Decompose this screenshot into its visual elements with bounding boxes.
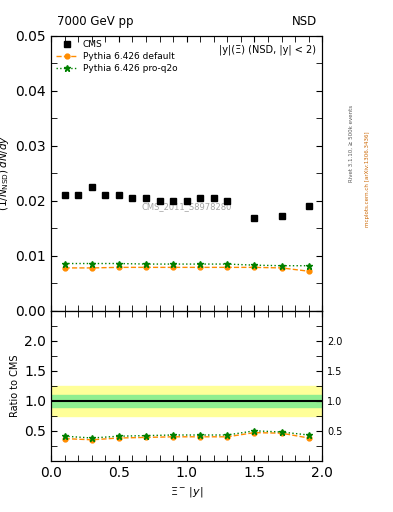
X-axis label: $\Xi^-\,|y|$: $\Xi^-\,|y|$ — [170, 485, 203, 499]
CMS — [306, 203, 311, 209]
Line: Pythia 6.426 pro-q2o: Pythia 6.426 pro-q2o — [61, 260, 312, 269]
Pythia 6.426 default — [306, 268, 311, 274]
Pythia 6.426 default — [252, 264, 257, 270]
CMS — [225, 198, 230, 204]
CMS — [171, 198, 175, 204]
Y-axis label: $(1/N_\mathrm{NSD})\,dN/dy$: $(1/N_\mathrm{NSD})\,dN/dy$ — [0, 135, 11, 211]
CMS — [157, 198, 162, 204]
Bar — [51, 395, 322, 407]
Pythia 6.426 pro-q2o — [279, 263, 284, 269]
CMS — [279, 213, 284, 219]
Pythia 6.426 pro-q2o — [62, 261, 67, 267]
CMS — [76, 192, 81, 198]
Line: CMS: CMS — [62, 184, 312, 221]
CMS — [62, 192, 67, 198]
CMS — [90, 184, 94, 190]
CMS — [103, 192, 108, 198]
Pythia 6.426 pro-q2o — [198, 261, 203, 267]
Text: Rivet 3.1.10, ≥ 500k events: Rivet 3.1.10, ≥ 500k events — [349, 105, 354, 182]
Pythia 6.426 default — [225, 264, 230, 270]
Pythia 6.426 default — [171, 264, 175, 270]
Y-axis label: Ratio to CMS: Ratio to CMS — [10, 354, 20, 417]
Text: CMS_2011_S8978280: CMS_2011_S8978280 — [141, 202, 232, 211]
Pythia 6.426 default — [62, 265, 67, 271]
Pythia 6.426 default — [144, 264, 149, 270]
Pythia 6.426 pro-q2o — [90, 261, 94, 267]
CMS — [252, 216, 257, 222]
Pythia 6.426 pro-q2o — [144, 261, 149, 267]
CMS — [198, 195, 203, 201]
Pythia 6.426 default — [116, 264, 121, 270]
CMS — [130, 195, 135, 201]
Text: mcplots.cern.ch [arXiv:1306.3436]: mcplots.cern.ch [arXiv:1306.3436] — [365, 132, 370, 227]
Text: NSD: NSD — [292, 14, 317, 28]
Bar — [51, 386, 322, 416]
Text: 7000 GeV pp: 7000 GeV pp — [57, 14, 133, 28]
Pythia 6.426 pro-q2o — [171, 261, 175, 267]
Pythia 6.426 default — [90, 265, 94, 271]
CMS — [184, 198, 189, 204]
CMS — [116, 192, 121, 198]
Text: |y|(Ξ) (NSD, |y| < 2): |y|(Ξ) (NSD, |y| < 2) — [219, 44, 316, 55]
CMS — [144, 195, 149, 201]
Pythia 6.426 pro-q2o — [225, 261, 230, 267]
Pythia 6.426 default — [198, 264, 203, 270]
Pythia 6.426 pro-q2o — [116, 261, 121, 267]
CMS — [211, 195, 216, 201]
Legend: CMS, Pythia 6.426 default, Pythia 6.426 pro-q2o: CMS, Pythia 6.426 default, Pythia 6.426 … — [54, 38, 179, 75]
Pythia 6.426 pro-q2o — [252, 262, 257, 268]
Pythia 6.426 default — [279, 265, 284, 271]
Line: Pythia 6.426 default: Pythia 6.426 default — [62, 265, 311, 273]
Pythia 6.426 pro-q2o — [306, 263, 311, 269]
